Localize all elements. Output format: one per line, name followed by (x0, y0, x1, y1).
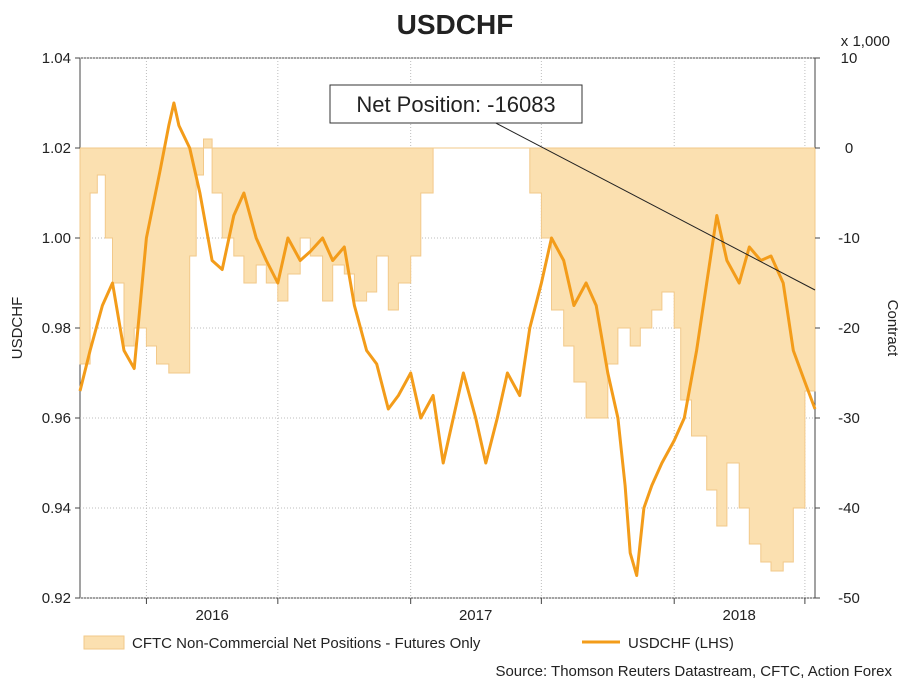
right-tick-label: -50 (838, 590, 860, 607)
right-tick-label: -30 (838, 410, 860, 427)
source-note: Source: Thomson Reuters Datastream, CFTC… (495, 663, 892, 680)
chart-title: USDCHF (397, 9, 514, 40)
left-tick-label: 1.04 (42, 50, 71, 67)
bottom-tick-label: 2016 (195, 607, 228, 624)
right-tick-label: 10 (841, 50, 858, 67)
usdchf-line-layer (78, 101, 817, 577)
annotation-box (329, 84, 583, 124)
net-position-area (79, 138, 816, 572)
left-tick-label: 0.94 (42, 500, 71, 517)
right-tick-label: -10 (838, 230, 860, 247)
legend-swatch-net-positions (83, 635, 125, 650)
bottom-tick-label: 2018 (723, 607, 756, 624)
left-axis-label: USDCHF (9, 297, 26, 360)
usdchf-line (78, 101, 817, 577)
left-tick-label: 1.00 (42, 230, 71, 247)
annotation-text: Net Position: -16083 (356, 92, 555, 117)
right-axis-label: Contract (884, 300, 901, 358)
legend-label-net-positions: CFTC Non-Commercial Net Positions - Futu… (132, 635, 481, 652)
left-tick-label: 0.98 (42, 320, 71, 337)
annotation-leader-line (489, 119, 816, 291)
axes: 0.92 0.94 0.96 0.98 1.00 1.02 1.04 -50 -40 -30 -20… (42, 50, 860, 624)
net-position-area-layer (79, 138, 816, 572)
right-tick-label: 0 (845, 140, 853, 157)
legend: CFTC Non-Commercial Net Positions - Futu… (83, 635, 734, 652)
right-tick-label: -40 (838, 500, 860, 517)
right-axis-multiplier: x 1,000 (841, 33, 890, 50)
left-tick-label: 1.02 (42, 140, 71, 157)
left-tick-label: 0.92 (42, 590, 71, 607)
right-tick-label: -20 (838, 320, 860, 337)
left-tick-label: 0.96 (42, 410, 71, 427)
net-position-annotation: Net Position: -16083 (329, 84, 816, 291)
bottom-tick-label: 2017 (459, 607, 492, 624)
legend-label-usdchf: USDCHF (LHS) (628, 635, 734, 652)
